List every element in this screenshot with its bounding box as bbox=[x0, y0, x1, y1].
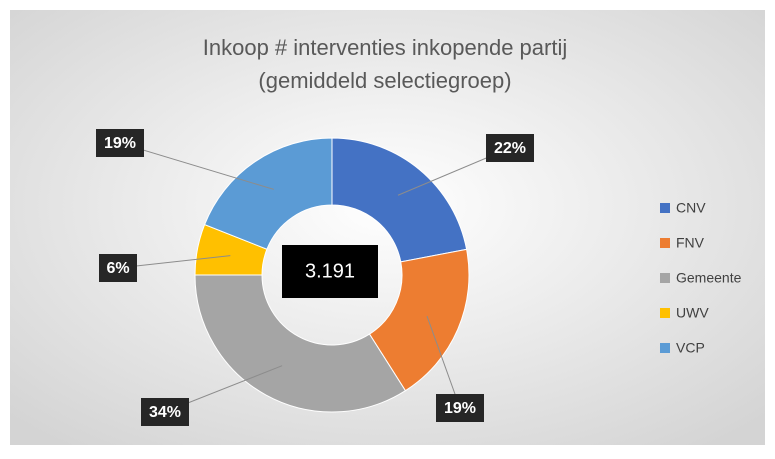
data-label: 6% bbox=[106, 260, 129, 277]
leader-line bbox=[119, 142, 274, 190]
leader-line bbox=[426, 315, 461, 409]
chart-title: Inkoop # interventies inkopende partij bbox=[203, 35, 567, 60]
data-label: 22% bbox=[494, 140, 526, 157]
data-label: 19% bbox=[104, 135, 136, 152]
donut-slice bbox=[203, 137, 333, 250]
donut-slice bbox=[368, 248, 470, 392]
legend-label: UWV bbox=[676, 305, 709, 321]
data-label: 19% bbox=[444, 400, 476, 417]
data-label-box bbox=[99, 254, 137, 282]
data-label: 34% bbox=[149, 404, 181, 421]
data-label-box bbox=[141, 398, 189, 426]
legend-swatch bbox=[660, 308, 670, 318]
data-label-box bbox=[486, 134, 534, 162]
legend-label: Gemeente bbox=[676, 270, 742, 286]
center-label-box bbox=[282, 245, 378, 298]
legend-swatch bbox=[660, 238, 670, 248]
donut-slice bbox=[194, 274, 407, 413]
legend-label: FNV bbox=[676, 235, 705, 251]
legend-label: VCP bbox=[676, 340, 705, 356]
legend-label: CNV bbox=[676, 200, 706, 216]
legend-swatch bbox=[660, 343, 670, 353]
data-label-box bbox=[96, 129, 144, 157]
legend-swatch bbox=[660, 203, 670, 213]
center-label: 3.191 bbox=[305, 260, 355, 282]
data-label-box bbox=[436, 394, 484, 422]
legend-swatch bbox=[660, 273, 670, 283]
chart-subtitle: (gemiddeld selectiegroep) bbox=[258, 68, 511, 93]
donut-slice bbox=[331, 137, 468, 263]
